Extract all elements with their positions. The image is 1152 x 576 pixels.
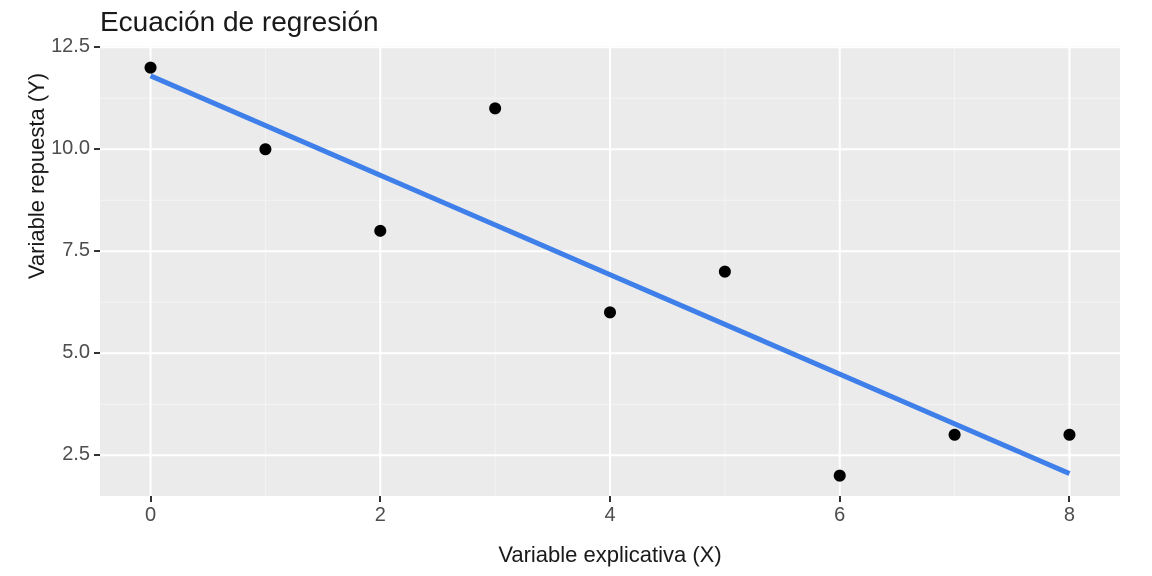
y-tick-label: 12.5 <box>51 35 90 58</box>
x-tick-mark <box>150 496 152 502</box>
x-tick-mark <box>609 496 611 502</box>
x-axis-label: Variable explicativa (X) <box>100 542 1120 568</box>
chart-title: Ecuación de regresión <box>100 6 379 38</box>
y-tick-mark <box>94 250 100 252</box>
y-tick-mark <box>94 46 100 48</box>
plot-svg <box>100 46 1120 496</box>
y-tick-mark <box>94 148 100 150</box>
y-tick-label: 10.0 <box>51 137 90 160</box>
y-tick-label: 7.5 <box>62 239 90 262</box>
x-tick-label: 4 <box>580 504 640 527</box>
x-tick-label: 0 <box>121 504 181 527</box>
y-tick-label: 2.5 <box>62 443 90 466</box>
x-tick-label: 6 <box>810 504 870 527</box>
x-tick-mark <box>839 496 841 502</box>
x-tick-mark <box>1068 496 1070 502</box>
plot-panel <box>100 46 1120 496</box>
y-axis-label: Variable repuesta (Y) <box>24 0 50 401</box>
x-tick-label: 8 <box>1039 504 1099 527</box>
regression-chart: Ecuación de regresión Variable repuesta … <box>0 0 1152 576</box>
y-tick-mark <box>94 454 100 456</box>
x-tick-mark <box>379 496 381 502</box>
y-tick-label: 5.0 <box>62 341 90 364</box>
y-tick-mark <box>94 352 100 354</box>
x-tick-label: 2 <box>350 504 410 527</box>
